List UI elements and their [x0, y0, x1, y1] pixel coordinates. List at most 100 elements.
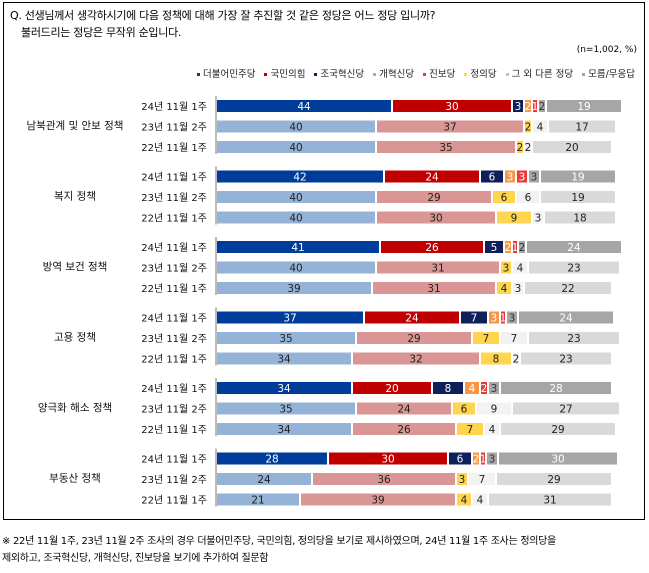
- bar-segment: [525, 141, 531, 153]
- bar-segment: [217, 141, 375, 153]
- row-label: 22년 11월 1주: [141, 283, 207, 295]
- data-label: 6: [457, 454, 464, 466]
- data-label: 3: [491, 383, 498, 395]
- bar-segment: [449, 452, 471, 465]
- legend-label: 국민의힘: [270, 69, 306, 80]
- category-label: 남북관계 및 안보 정책: [27, 120, 124, 132]
- data-label: 7: [467, 424, 474, 436]
- data-label: 1: [532, 101, 539, 113]
- data-label: 23: [559, 354, 572, 366]
- bar-segment: [365, 311, 459, 324]
- data-label: 2: [473, 454, 480, 466]
- bar-segment: [499, 452, 617, 465]
- data-label: 4: [469, 383, 476, 395]
- legend-swatch: [197, 73, 201, 76]
- data-label: 40: [289, 122, 302, 134]
- data-label: 2: [525, 142, 532, 154]
- data-label: 3: [535, 213, 542, 225]
- bar-segment: [519, 241, 525, 253]
- data-label: 39: [287, 283, 300, 295]
- data-label: 7: [479, 474, 486, 486]
- data-label: 29: [551, 424, 564, 436]
- row-label: 23년 11월 2주: [141, 404, 207, 416]
- bar-segment: [357, 402, 451, 415]
- bar-segment: [485, 241, 503, 253]
- data-label: 31: [431, 263, 444, 275]
- bar-segment: [217, 191, 375, 203]
- question-subtext: 불러드리는 정당은 무작위 순입니다.: [21, 26, 182, 39]
- bar-segment: [217, 100, 391, 112]
- row-label: 23년 11월 2주: [141, 263, 207, 275]
- bar-segment: [541, 170, 615, 183]
- bar-segment: [513, 241, 517, 253]
- category-label: 양극화 해소 정책: [38, 401, 112, 414]
- bar-segment: [301, 493, 455, 506]
- bar-segment: [357, 332, 471, 344]
- row-label: 24년 11월 1주: [141, 242, 207, 254]
- data-label: 24: [257, 474, 271, 486]
- data-label: 32: [409, 354, 422, 366]
- data-label: 7: [471, 313, 478, 325]
- data-label: 7: [511, 333, 518, 345]
- bar-segment: [217, 170, 383, 183]
- data-label: 3: [491, 313, 498, 325]
- bar-segment: [477, 402, 511, 415]
- data-label: 1: [500, 313, 507, 325]
- data-label: 20: [385, 383, 398, 395]
- footnote-cont: 제외하고, 조국혁신당, 개혁신당, 진보당을 보기에 추가하여 질문함: [2, 553, 269, 564]
- data-label: 26: [397, 424, 411, 436]
- bar-segment: [529, 261, 619, 274]
- row-label: 24년 11월 1주: [141, 383, 207, 395]
- legend-label: 개혁신당: [379, 69, 415, 80]
- bar-segment: [545, 211, 615, 224]
- row-label: 23년 11월 2주: [141, 474, 207, 486]
- data-label: 3: [515, 101, 522, 113]
- data-label: 40: [289, 192, 302, 204]
- bar-segment: [505, 170, 515, 183]
- data-label: 4: [461, 495, 468, 507]
- data-label: 34: [277, 354, 291, 366]
- bar-segment: [501, 261, 511, 274]
- legend-item: 조국혁신당: [314, 66, 364, 80]
- row-label: 22년 11월 1주: [141, 213, 207, 225]
- bar-segment: [525, 282, 611, 294]
- bar-segment: [507, 311, 517, 324]
- data-label: 40: [289, 263, 302, 275]
- data-label: 31: [543, 495, 556, 507]
- data-label: 34: [277, 383, 291, 395]
- data-label: 24: [405, 313, 419, 325]
- data-label: 18: [573, 213, 586, 225]
- data-label: 2: [513, 354, 520, 366]
- bar-segment: [377, 211, 495, 224]
- data-label: 3: [509, 313, 516, 325]
- bar-segment: [461, 311, 487, 324]
- bar-segment: [353, 382, 431, 394]
- bar-segment: [373, 282, 495, 294]
- row-label: 22년 11월 1주: [141, 495, 207, 507]
- bar-segment: [433, 382, 463, 394]
- bar-segment: [517, 141, 523, 153]
- bar-segment: [457, 423, 483, 435]
- legend-swatch: [264, 73, 268, 76]
- data-label: 30: [551, 454, 564, 466]
- data-label: 24: [559, 313, 573, 325]
- data-label: 2: [505, 242, 512, 254]
- data-label: 19: [571, 192, 584, 204]
- row-label: 24년 11월 1주: [141, 172, 207, 184]
- bar-segment: [377, 141, 515, 153]
- data-label: 3: [459, 474, 466, 486]
- bar-segment: [501, 423, 615, 435]
- data-label: 21: [251, 495, 264, 507]
- data-label: 23: [567, 263, 580, 275]
- legend-label: 진보당: [429, 69, 456, 80]
- data-label: 3: [489, 454, 496, 466]
- data-label: 2: [481, 383, 488, 395]
- bar-segment: [217, 473, 311, 485]
- data-label: 24: [567, 242, 581, 254]
- data-label: 2: [517, 142, 524, 154]
- bar-segment: [485, 423, 499, 435]
- bar-segment: [385, 170, 479, 183]
- bar-segment: [217, 120, 375, 133]
- data-label: 24: [397, 404, 411, 416]
